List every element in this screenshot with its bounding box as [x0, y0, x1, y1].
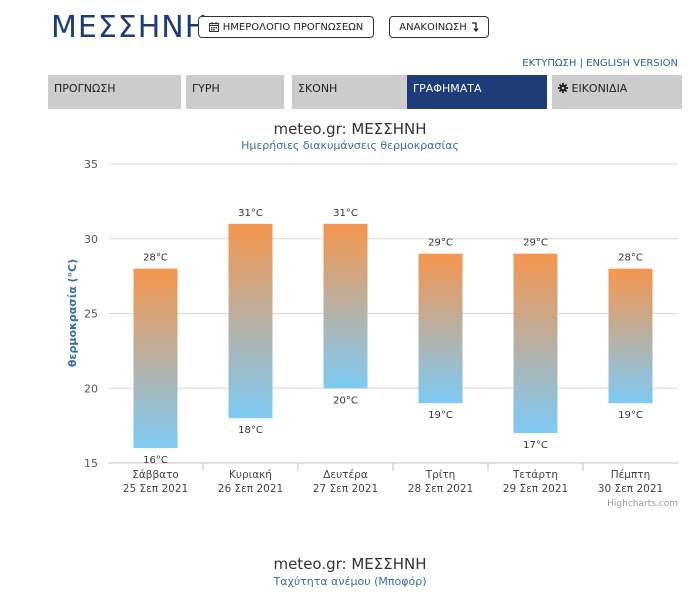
y-tick-label: 35: [84, 158, 98, 171]
temperature-bar[interactable]: [513, 253, 558, 434]
temperature-bar[interactable]: [228, 223, 273, 419]
x-tick-day-label: Κυριακή: [229, 469, 272, 481]
low-temp-label: 17°C: [523, 440, 548, 451]
link-separator: |: [579, 58, 583, 69]
tab-charts-label: ΓΡΑΦΗΜΑΤΑ: [413, 82, 482, 95]
tab-charts[interactable]: ΓΡΑΦΗΜΑΤΑ: [407, 75, 547, 109]
wind-chart-title: meteo.gr: ΜΕΣΣΗΝΗ: [273, 555, 427, 573]
x-tick-date-label: 25 Σεπ 2021: [123, 483, 188, 495]
chart-subtitle: Ημερήσιες διακυμάνσεις θερμοκρασίας: [241, 139, 459, 152]
arrow-down-turn-icon: [471, 22, 479, 32]
announcement-label: ΑΝΑΚΟΙΝΩΣΗ: [399, 21, 467, 33]
tab-pollen-label: ΓΥΡΗ: [192, 82, 220, 95]
gear-icon: [558, 83, 568, 93]
x-tick-day-label: Πέμπτη: [611, 469, 651, 481]
high-temp-label: 28°C: [143, 253, 168, 264]
x-tick-date-label: 28 Σεπ 2021: [408, 483, 473, 495]
tab-pollen[interactable]: ΓΥΡΗ: [186, 75, 284, 109]
wind-chart-subtitle: Ταχύτητα ανέμου (Μποφόρ): [273, 575, 427, 588]
high-temp-label: 28°C: [618, 253, 643, 264]
temperature-bar[interactable]: [323, 223, 368, 389]
tab-forecast[interactable]: ΠΡΟΓΝΩΣΗ: [48, 75, 181, 109]
x-tick-day-label: Τετάρτη: [512, 469, 558, 481]
x-tick-date-label: 30 Σεπ 2021: [598, 483, 663, 495]
print-link[interactable]: ΕΚΤΥΠΩΣΗ: [522, 58, 577, 69]
announcement-button[interactable]: ΑΝΑΚΟΙΝΩΣΗ: [389, 16, 489, 38]
temperature-bar[interactable]: [418, 253, 463, 404]
tab-icons[interactable]: ΕΙΚΟΝΙΔΙΑ: [552, 75, 682, 109]
forecast-calendar-button[interactable]: ΗΜΕΡΟΛΟΓΙΟ ΠΡΟΓΝΩΣΕΩΝ: [198, 16, 374, 38]
x-tick-day-label: Τρίτη: [425, 469, 456, 481]
top-links: ΕΚΤΥΠΩΣΗ | ENGLISH VERSION: [522, 58, 678, 69]
chart-title: meteo.gr: ΜΕΣΣΗΝΗ: [273, 120, 427, 138]
y-axis-title: θερμοκρασία (°C): [66, 259, 79, 367]
forecast-calendar-label: ΗΜΕΡΟΛΟΓΙΟ ΠΡΟΓΝΩΣΕΩΝ: [222, 21, 364, 33]
high-temp-label: 31°C: [333, 208, 358, 219]
x-tick-date-label: 29 Σεπ 2021: [503, 483, 568, 495]
temperature-range-chart: 15 20 25 30 35 28°C 16°C Σάββατο 25 Σεπ 2021 31°C…: [66, 158, 678, 509]
tab-forecast-label: ΠΡΟΓΝΩΣΗ: [54, 82, 116, 95]
low-temp-label: 19°C: [618, 410, 643, 421]
tab-dust-label: ΣΚΟΝΗ: [298, 82, 338, 95]
high-temp-label: 29°C: [428, 238, 453, 249]
english-version-link[interactable]: ENGLISH VERSION: [586, 58, 678, 69]
y-tick-label: 30: [84, 233, 98, 246]
low-temp-label: 18°C: [238, 425, 263, 436]
city-title: ΜΕΣΣΗΝΗ: [51, 10, 209, 45]
low-temp-label: 20°C: [333, 395, 358, 406]
x-tick-day-label: Σάββατο: [132, 469, 179, 481]
low-temp-label: 19°C: [428, 410, 453, 421]
temperature-bar[interactable]: [133, 268, 178, 449]
y-tick-label: 20: [84, 382, 98, 395]
x-tick-date-label: 26 Σεπ 2021: [218, 483, 283, 495]
high-temp-label: 31°C: [238, 208, 263, 219]
high-temp-label: 29°C: [523, 238, 548, 249]
temperature-bar[interactable]: [608, 268, 653, 404]
highcharts-credits[interactable]: Highcharts.com: [607, 499, 678, 509]
tab-icons-label: ΕΙΚΟΝΙΔΙΑ: [571, 82, 628, 95]
x-tick-day-label: Δευτέρα: [323, 469, 368, 481]
y-tick-label: 25: [84, 308, 98, 321]
calendar-icon: [208, 22, 219, 32]
y-tick-label: 15: [84, 457, 98, 470]
low-temp-label: 16°C: [143, 455, 168, 466]
x-tick-date-label: 27 Σεπ 2021: [313, 483, 378, 495]
